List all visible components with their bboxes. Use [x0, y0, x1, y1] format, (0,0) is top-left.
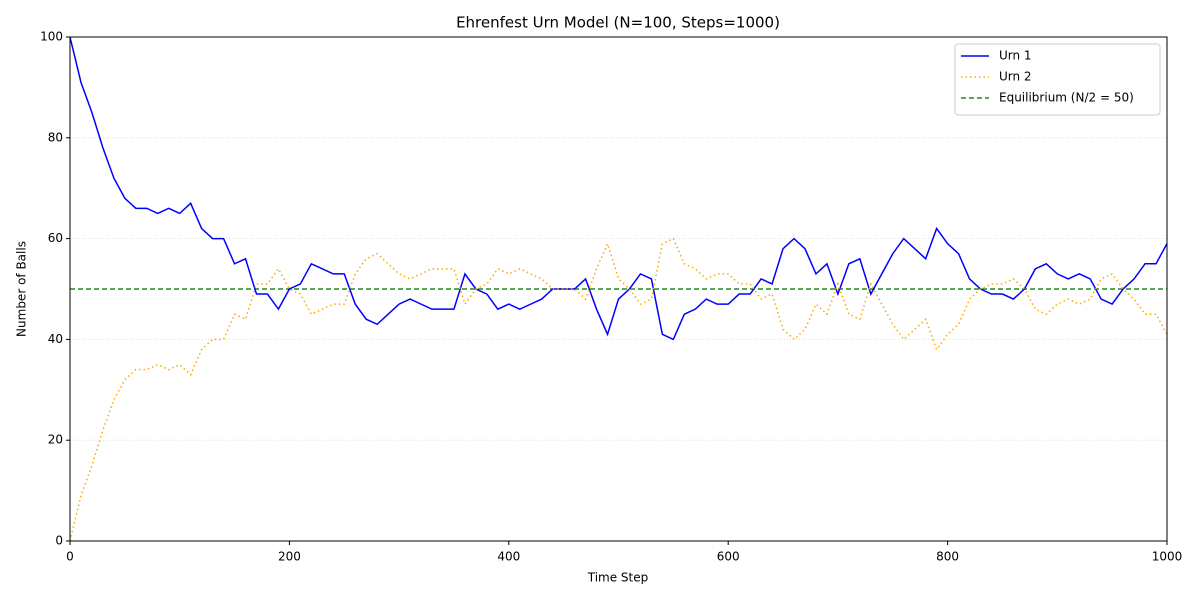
legend-label: Equilibrium (N/2 = 50) — [999, 91, 1134, 105]
y-tick-label: 100 — [40, 30, 63, 44]
y-tick-label: 20 — [48, 433, 63, 447]
plot-frame — [69, 36, 1168, 542]
y-tick-label: 0 — [55, 534, 63, 548]
x-tick-label: 200 — [278, 550, 301, 564]
series-line — [69, 36, 1168, 341]
y-tick-label: 60 — [48, 231, 63, 245]
legend-label: Urn 2 — [999, 70, 1032, 84]
series-line — [69, 237, 1168, 542]
x-tick-label: 600 — [717, 550, 740, 564]
legend: Urn 1 Urn 2 Equilibrium (N/2 = 50) — [954, 43, 1161, 116]
y-axis-label: Number of Balls — [15, 241, 29, 337]
y-tick-label: 80 — [48, 130, 63, 144]
x-tick-label: 1000 — [1152, 550, 1183, 564]
chart-title: Ehrenfest Urn Model (N=100, Steps=1000) — [456, 14, 780, 32]
x-tick-label: 0 — [66, 550, 74, 564]
x-tick-label: 400 — [497, 550, 520, 564]
x-tick-label: 800 — [936, 550, 959, 564]
legend-box — [954, 43, 1161, 116]
y-tick-label: 40 — [48, 332, 63, 346]
x-axis-label: Time Step — [587, 571, 649, 585]
legend-label: Urn 1 — [999, 49, 1032, 63]
